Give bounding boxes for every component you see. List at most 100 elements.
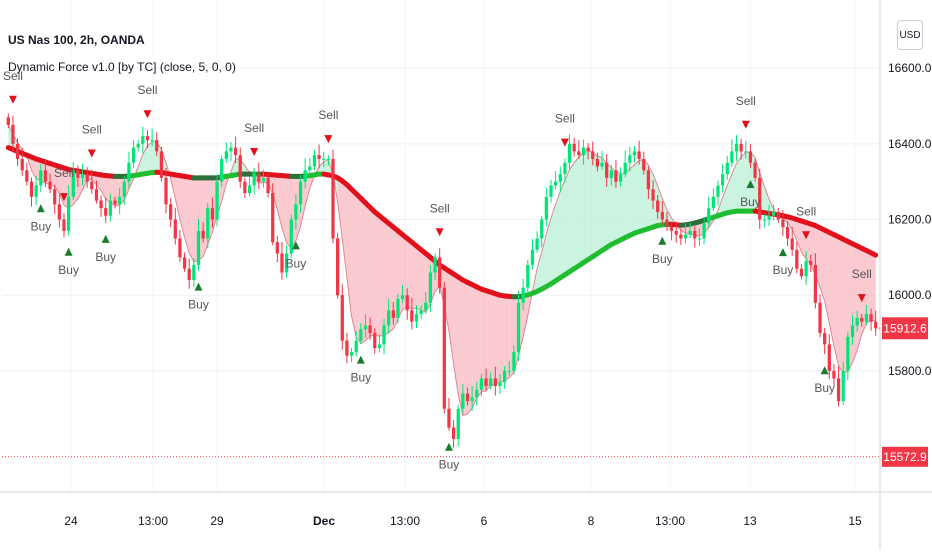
candle-body xyxy=(137,144,140,148)
candle-body xyxy=(415,314,418,322)
sell-marker xyxy=(742,121,750,129)
candle-body xyxy=(81,174,84,178)
candle-body xyxy=(378,344,381,348)
fill-band-segment xyxy=(570,163,575,272)
candle-body xyxy=(726,163,729,174)
candle-body xyxy=(53,189,56,204)
candle-body xyxy=(67,197,70,231)
candle-body xyxy=(512,352,515,371)
candle-body xyxy=(113,201,116,205)
candle-body xyxy=(76,170,79,178)
candle-body xyxy=(559,174,562,182)
candle-body xyxy=(661,212,664,220)
candle-body xyxy=(869,314,872,322)
candle-body xyxy=(856,318,859,326)
candle-body xyxy=(494,378,497,386)
indicator-label[interactable]: Dynamic Force v1.0 [by TC] (close, 5, 0,… xyxy=(8,60,236,74)
candle-body xyxy=(429,272,432,302)
ema-segment xyxy=(871,253,876,255)
candle-body xyxy=(698,238,701,239)
candle-body xyxy=(466,394,469,402)
x-tick-label: 6 xyxy=(481,514,488,528)
candle-body xyxy=(178,238,181,257)
candle-body xyxy=(16,144,19,159)
fill-band-segment xyxy=(764,186,769,213)
candle-body xyxy=(638,151,641,159)
candle-body xyxy=(62,220,65,231)
candle-body xyxy=(749,151,752,162)
last-price-label: 15912.6 xyxy=(883,321,927,335)
x-tick-label: 13:00 xyxy=(390,514,420,528)
candle-body xyxy=(800,269,803,277)
candle-body xyxy=(164,178,167,204)
fill-band-segment xyxy=(546,218,551,287)
candle-body xyxy=(828,344,831,370)
sell-label: Sell xyxy=(318,108,338,122)
candle-body xyxy=(517,303,520,352)
candle-body xyxy=(577,151,580,155)
candle-body xyxy=(545,197,548,220)
buy-marker xyxy=(194,283,202,291)
candle-body xyxy=(670,227,673,231)
candle-body xyxy=(628,155,631,163)
candle-body xyxy=(814,265,817,303)
candle-body xyxy=(809,261,812,265)
candle-body xyxy=(7,117,10,125)
fill-band-segment xyxy=(361,198,366,343)
candle-body xyxy=(484,378,487,386)
candle-body xyxy=(735,144,738,152)
fill-band-segment xyxy=(379,216,384,336)
sell-marker xyxy=(436,228,444,236)
candle-body xyxy=(95,189,98,200)
buy-label: Buy xyxy=(58,263,79,277)
x-tick-label: 13:00 xyxy=(655,514,685,528)
candle-body xyxy=(642,159,645,170)
candle-body xyxy=(549,185,552,196)
candle-body xyxy=(304,170,307,181)
candle-body xyxy=(624,163,627,174)
candle-body xyxy=(586,148,589,152)
fill-band-segment xyxy=(625,169,630,238)
candle-body xyxy=(740,144,743,152)
candle-body xyxy=(234,148,237,156)
fill-band-segment xyxy=(630,165,635,235)
candle-body xyxy=(540,220,543,239)
candle-body xyxy=(860,318,863,322)
sell-label: Sell xyxy=(244,121,264,135)
fill-band-segment xyxy=(723,185,728,214)
candle-body xyxy=(633,151,636,155)
candle-body xyxy=(336,238,339,295)
candle-body xyxy=(359,329,362,340)
currency-button[interactable]: USD xyxy=(897,20,923,50)
candle-body xyxy=(753,163,756,178)
fill-band-segment xyxy=(481,289,486,392)
fill-band-segment xyxy=(597,156,602,254)
candle-body xyxy=(322,159,325,160)
low-price-label: 15572.9 xyxy=(883,450,927,464)
candle-body xyxy=(109,201,112,216)
candle-body xyxy=(11,125,14,144)
x-tick-label: 13 xyxy=(743,514,757,528)
fill-band-segment xyxy=(839,237,844,373)
candle-body xyxy=(192,265,195,280)
candle-body xyxy=(35,185,38,196)
candle-body xyxy=(647,170,650,189)
fill-band-segment xyxy=(106,176,111,203)
candle-body xyxy=(211,208,214,219)
fill-band-segment xyxy=(825,230,830,323)
candle-body xyxy=(665,220,668,228)
candle-body xyxy=(651,189,654,200)
fill-band-segment xyxy=(365,203,370,341)
candle-body xyxy=(832,371,835,379)
fill-band-segment xyxy=(491,292,496,386)
candle-body xyxy=(169,204,172,219)
buy-marker xyxy=(37,204,45,212)
candle-body xyxy=(443,288,446,409)
chart-title[interactable]: US Nas 100, 2h, OANDA xyxy=(8,33,145,47)
candle-body xyxy=(679,235,682,239)
fill-band-segment xyxy=(375,212,380,336)
fill-band-segment xyxy=(282,176,287,243)
candle-body xyxy=(791,238,794,249)
